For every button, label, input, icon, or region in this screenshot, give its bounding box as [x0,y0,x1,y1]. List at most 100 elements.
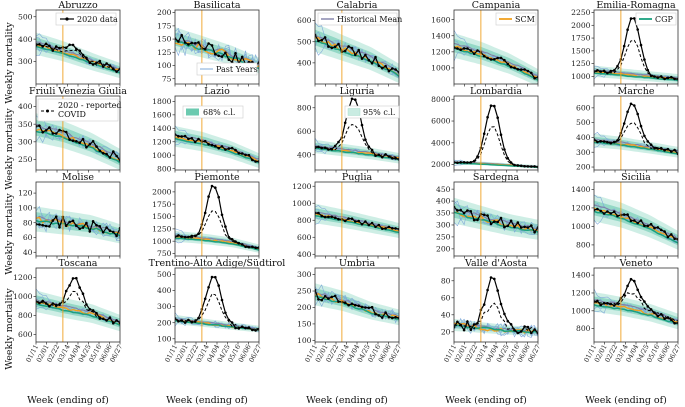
data-2020-point [220,298,224,302]
data-2020-point [177,40,180,43]
data-2020-point [357,219,361,223]
data-2020-point [68,284,71,287]
data-2020-point [612,210,616,213]
data-2020-point [482,213,486,217]
data-2020-point [330,215,334,219]
data-2020-point [323,295,327,298]
data-2020-point [513,329,516,332]
y-tick-label: 1000 [431,64,450,73]
data-2020-point [51,132,55,135]
data-2020-point [101,152,105,155]
y-tick-label: 600 [297,127,312,136]
data-2020-point [622,44,626,48]
y-axis-label-row2: Weekly mortality [4,108,15,190]
data-2020-point [214,144,217,148]
y-tick-label: 400 [297,250,312,259]
y-tick-label: 1200 [431,47,450,56]
y-tick-label: 1200 [152,137,171,146]
data-2020-point [659,75,663,78]
y-tick-label: 500 [157,270,172,279]
data-2020-point [190,41,194,45]
data-2020-point [486,288,489,292]
y-tick-label: 450 [436,185,451,194]
panel-abruzzo: Abruzzo 300 400 500 2020 data [18,0,121,87]
data-2020-point [71,219,75,223]
data-2020-point [187,43,190,46]
panel-molise: Molise 40 60 80 100 120 [18,172,121,259]
data-2020-point [476,155,479,158]
data-2020-point [519,68,523,71]
data-2020-point [88,61,92,64]
data-2020-point [639,219,643,222]
data-2020-point [217,146,220,150]
data-2020-point [374,225,377,229]
legend-box [55,12,117,26]
data-2020-point [387,69,391,73]
y-tick-label: 80 [441,276,451,285]
data-2020-point [663,317,666,321]
data-2020-point [85,221,88,225]
legend-ci68: 68% c.l. [182,105,244,119]
data-2020-point [633,279,636,283]
y-tick-label: 800 [157,164,172,173]
data-2020-point [95,224,98,227]
data-2020-point [58,128,61,132]
data-2020-point [44,224,48,228]
data-2020-point [91,220,95,223]
data-2020-point [85,56,88,60]
data-2020-point [81,137,85,141]
plot-area-friuli-venezia-giulia [36,113,120,170]
data-2020-point [616,302,619,305]
historical-mean-line [315,211,399,230]
y-tick-label: 1400 [571,185,590,194]
data-2020-point [101,231,105,234]
data-2020-point [98,225,102,228]
data-2020-point [217,284,220,287]
data-2020-point [317,298,320,301]
data-2020-point [364,220,367,223]
data-2020-point [112,321,115,325]
panel-title: Sardegna [473,172,520,183]
legend-text: Historical Mean [337,15,402,24]
data-2020-point [519,226,523,229]
panel-title: Basilicata [193,0,240,11]
data-2020-point [622,213,626,216]
y-tick-label: 75 [162,74,172,83]
cgp-line [454,324,538,334]
cgp-line [594,141,678,155]
data-2020-point [506,62,510,66]
data-2020-point [626,28,629,32]
data-2020-point [350,97,354,101]
data-2020-point [626,284,629,288]
data-2020-point [629,17,633,20]
panel-title: Friuli Venezia Giulia [29,86,127,97]
y-tick-label: 60 [23,233,33,242]
past-year-line-1 [315,291,399,324]
data-2020-point [210,184,214,188]
data-2020-point [81,292,85,296]
data-2020-point [85,146,88,149]
data-2020-point [384,64,387,68]
y-tick-label: 1400 [152,124,171,133]
data-2020-point [394,227,397,230]
y-tick-label: 400 [157,286,172,295]
y-tick-label: 600 [18,330,33,339]
data-2020-point [643,300,646,303]
panels-group: Abruzzo 300 400 500 2020 data Basilicata 75 100… [13,0,682,364]
cgp-line [454,47,538,81]
data-2020-point [210,44,214,47]
data-2020-point [506,319,510,323]
data-2020-point [41,224,44,227]
legend-ci95: 95% c.l. [344,105,400,119]
data-2020-point [101,65,105,68]
panel-title: Abruzzo [57,0,98,11]
data-2020-point [244,153,247,157]
data-2020-point [190,137,194,140]
data-2020-point [516,68,520,71]
data-2020-point [227,147,231,150]
data-2020-point [41,299,44,303]
data-2020-point [659,228,663,232]
plot-area-valle-d-aosta [454,276,538,338]
data-2020-point [112,150,115,153]
data-2020-point [343,219,347,223]
